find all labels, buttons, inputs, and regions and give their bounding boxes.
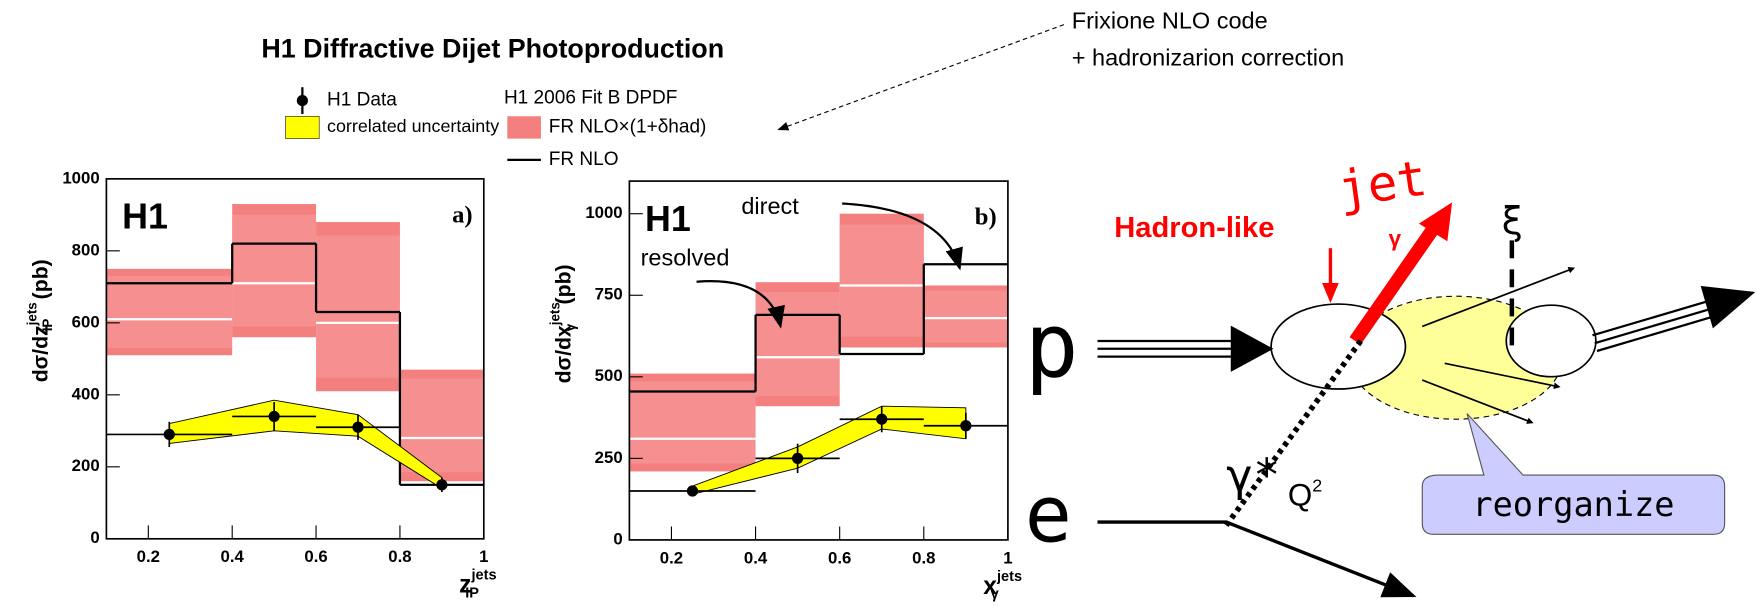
x-tick-label: 0.6 [828,548,851,567]
x-tick-label: 1 [1003,548,1012,567]
x-tick-label: 0.4 [744,548,768,567]
xi-label: ξ [1501,199,1524,243]
x-label-sub: γ [991,587,1000,603]
logo: H1 [645,199,691,239]
band-inner [629,381,755,463]
proton-blob [1271,304,1405,389]
q2-sup: 2 [1312,475,1322,495]
y-tick-label: 750 [595,285,623,304]
legend-label: H1 Data [327,90,397,111]
y-tick-label: 1000 [62,168,99,187]
data-point [269,411,280,422]
legend-label: FR NLO [549,149,619,170]
y-tick-label: 200 [72,456,100,475]
data-point [436,479,447,490]
y-tick-label: 1000 [585,203,622,222]
x-tick-label: 0.2 [137,547,160,566]
gamma-star-label: γ* [1226,448,1280,501]
p-label: p [1025,295,1079,399]
hadron-like-label: Hadron-like [1114,212,1274,244]
legend-label: FR NLO×(1+δhad) [549,116,707,137]
band-inner [924,290,1008,342]
legend-swatch [286,116,320,138]
y-tick-label: 0 [90,528,99,547]
y-tick-label: 0 [613,529,622,548]
note-line: Frixione NLO code [1072,8,1268,34]
x-tick-label: 0.8 [912,548,935,567]
y-label-sub: IP [40,319,55,332]
x-label-sup: jets [470,568,496,584]
y-label-sub: γ [563,323,578,331]
figure: H1 Diffractive Dijet Photoproduction H1 … [0,0,1756,607]
electron-out [1226,522,1413,596]
note-line: + hadronizarion correction [1072,44,1344,70]
data-point [164,429,175,440]
x-tick-label: 0.4 [221,547,245,566]
y-axis-label: dσ/dzjetsIP (pb) [24,259,55,382]
x-tick-label: 0.8 [388,547,411,566]
y-axis-label: dσ/dxjetsγ (pb) [547,264,578,383]
band-inner [316,236,400,378]
reorganize-label: reorganize [1472,485,1674,524]
data-point [352,422,363,433]
annotation: direct [741,193,799,219]
panel-label: b) [975,204,997,231]
note-arrow [778,25,1064,130]
y-label-sup: jets [24,302,39,326]
data-point [960,420,971,431]
x-label-sup: jets [996,569,1022,585]
logo: H1 [122,197,168,237]
title: H1 Diffractive Dijet Photoproduction [261,33,724,63]
q2-label: Q2 [1288,475,1322,513]
q2-base: Q [1288,478,1312,513]
y-label-base: dσ/dx [551,325,575,383]
y-tick-label: 400 [72,384,100,403]
e-label: e [1025,469,1072,560]
data-point [792,453,803,464]
outgoing-proton [1592,287,1752,351]
band-inner [232,215,316,327]
panel-label: a) [452,202,473,229]
page: H1 Diffractive Dijet Photoproduction H1 … [0,0,1756,607]
y-label-unit: (pb) [551,264,575,310]
data-point [876,414,887,425]
x-tick-label: 1 [479,547,488,566]
y-label-unit: (pb) [28,259,52,305]
data-point [687,485,698,496]
y-tick-label: 600 [72,312,100,331]
y-tick-label: 500 [595,366,623,385]
band-inner [106,276,232,349]
band-inner [840,224,924,336]
legend-marker [297,95,308,106]
x-tick-label: 0.6 [304,547,327,566]
gamma-label: γ [1389,226,1402,251]
remnant-blob [1506,305,1596,377]
proton-line [1098,328,1272,370]
y-label-base: dσ/dz [28,325,52,382]
legend-heading: H1 2006 Fit B DPDF [504,87,677,108]
y-tick-label: 250 [595,448,623,467]
band-inner [756,292,840,396]
y-tick-label: 800 [72,240,100,259]
annotation: resolved [641,245,730,271]
x-tick-label: 0.2 [660,548,683,567]
legend-label: correlated uncertainty [327,116,499,136]
x-label-sub: IP [465,585,479,601]
jet-label: jet [1334,149,1430,219]
legend-swatch [507,116,541,138]
